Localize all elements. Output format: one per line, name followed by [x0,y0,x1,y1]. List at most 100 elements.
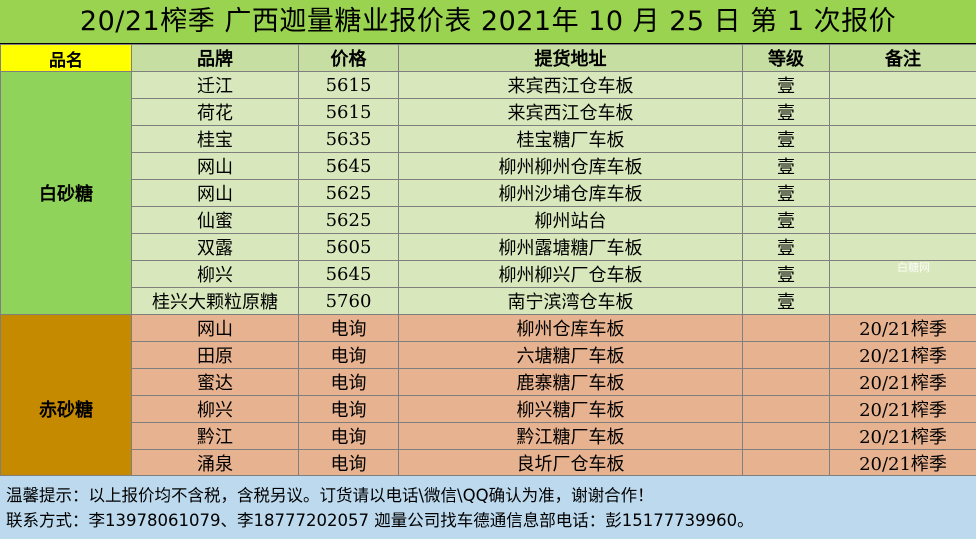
note-cell: 20/21榨季 [829,341,976,369]
address-cell: 良圻厂仓车板 [398,449,743,477]
grade-cell [742,395,830,423]
price-cell: 5635 [298,125,399,153]
address-cell: 柳州仓库车板 [398,314,743,342]
grade-cell: 壹 [742,71,830,99]
table-row: 网山 5645 柳州柳州仓库车板壹 [1,152,976,180]
brand-cell: 双露 [131,233,299,261]
address-cell: 柳州站台 [398,206,743,234]
table-row: 网山 5625 柳州沙埔仓库车板壹 [1,179,976,207]
price-cell: 5615 [298,98,399,126]
address-cell: 桂宝糖厂车板 [398,125,743,153]
table-row: 桂宝 5635 桂宝糖厂车板壹 [1,125,976,153]
grade-cell [742,422,830,450]
brand-cell: 桂宝 [131,125,299,153]
table-row: 双露 5605 柳州露塘糖厂车板壹 [1,233,976,261]
table-row: 白砂糖 迁江 5615 来宾西江仓车板壹 [0,71,976,315]
address-cell: 来宾西江仓车板 [398,71,743,99]
table-row: 桂兴大颗粒原糖 5760 南宁滨湾仓车板壹 [1,287,976,315]
note-cell [829,125,976,153]
brand-cell: 田原 [131,341,299,369]
brand-cell: 网山 [131,314,299,342]
table-row: 荷花 5615 来宾西江仓车板壹 [1,98,976,126]
address-cell: 黔江糖厂车板 [398,422,743,450]
note-cell [829,206,976,234]
brand-cell: 迁江 [131,71,299,99]
brand-cell: 网山 [131,152,299,180]
note-cell: 20/21榨季 [829,422,976,450]
price-cell: 5625 [298,206,399,234]
header-pickup-address: 提货地址 [398,44,743,72]
watermark-text: 白糖网 [897,261,930,274]
sheet-title: 20/21榨季 广西迦量糖业报价表 2021年 10 月 25 日 第 1 次报… [0,0,976,44]
brand-cell: 仙蜜 [131,206,299,234]
brand-cell: 蜜达 [131,368,299,396]
price-cell: 电询 [298,449,399,477]
grade-cell [742,314,830,342]
address-cell: 柳兴糖厂车板 [398,395,743,423]
address-cell: 来宾西江仓车板 [398,98,743,126]
price-cell: 5625 [298,179,399,207]
address-cell: 柳州柳兴厂仓车板 [398,260,743,288]
header-row: 品名 品牌 价格 提货地址 等级 备注 [0,44,976,72]
brand-cell: 网山 [131,179,299,207]
note-cell [829,287,976,315]
price-cell: 5645 [298,260,399,288]
grade-cell: 壹 [742,233,830,261]
address-cell: 鹿寨糖厂车板 [398,368,743,396]
price-table: 品名 品牌 价格 提货地址 等级 备注 白砂糖 迁江 5615 来宾西江仓车板壹荷花 5… [0,44,976,504]
note-cell: 20/21榨季 [829,314,976,342]
note-cell: 20/21榨季 [829,368,976,396]
brand-cell: 黔江 [131,422,299,450]
price-cell: 5615 [298,71,399,99]
table-row: 田原 电询 六塘糖厂车板 20/21榨季 [1,341,976,369]
header-brand: 品牌 [131,44,299,72]
table-row: 柳兴 5645 柳州柳兴厂仓车板壹 [1,260,976,288]
price-cell: 5645 [298,152,399,180]
price-cell: 5605 [298,233,399,261]
footer-tip-line: 温馨提示：以上报价均不含税，含税另议。订货请以电话\微信\QQ确认为准，谢谢合作… [6,486,654,505]
brand-cell: 涌泉 [131,449,299,477]
price-cell: 5760 [298,287,399,315]
grade-cell: 壹 [742,125,830,153]
brand-cell: 荷花 [131,98,299,126]
note-cell [829,260,976,288]
grade-cell [742,341,830,369]
address-cell: 南宁滨湾仓车板 [398,287,743,315]
brand-cell: 柳兴 [131,260,299,288]
note-cell [829,71,976,99]
table-row: 黔江 电询 黔江糖厂车板 20/21榨季 [1,422,976,450]
address-cell: 六塘糖厂车板 [398,341,743,369]
table-row: 仙蜜 5625 柳州站台壹 [1,206,976,234]
address-cell: 柳州柳州仓库车板 [398,152,743,180]
address-cell: 柳州露塘糖厂车板 [398,233,743,261]
price-cell: 电询 [298,395,399,423]
price-cell: 电询 [298,314,399,342]
note-cell [829,233,976,261]
footer-notice: 温馨提示：以上报价均不含税，含税另议。订货请以电话\微信\QQ确认为准，谢谢合作… [0,475,976,539]
table-row: 柳兴 电询 柳兴糖厂车板 20/21榨季 [1,395,976,423]
table-row: 赤砂糖 网山 电询 柳州仓库车板 20/21榨季 [0,314,976,504]
header-product-name: 品名 [0,44,132,72]
footer-contact-line: 联系方式：李13978061079、李18777202057 迦量公司找车德通信… [6,511,754,530]
grade-cell: 壹 [742,287,830,315]
grade-cell [742,368,830,396]
price-cell: 电询 [298,341,399,369]
note-cell: 20/21榨季 [829,449,976,477]
note-cell [829,98,976,126]
grade-cell: 壹 [742,206,830,234]
header-remarks: 备注 [829,44,976,72]
note-cell [829,152,976,180]
note-cell: 20/21榨季 [829,395,976,423]
category-white-sugar: 白砂糖 [0,71,132,315]
grade-cell: 壹 [742,260,830,288]
price-cell: 电询 [298,422,399,450]
table-row: 涌泉 电询 良圻厂仓车板 20/21榨季 [1,449,976,477]
grade-cell: 壹 [742,179,830,207]
grade-cell [742,449,830,477]
price-cell: 电询 [298,368,399,396]
brand-cell: 柳兴 [131,395,299,423]
grade-cell: 壹 [742,152,830,180]
header-price: 价格 [298,44,399,72]
note-cell [829,179,976,207]
header-grade: 等级 [742,44,830,72]
